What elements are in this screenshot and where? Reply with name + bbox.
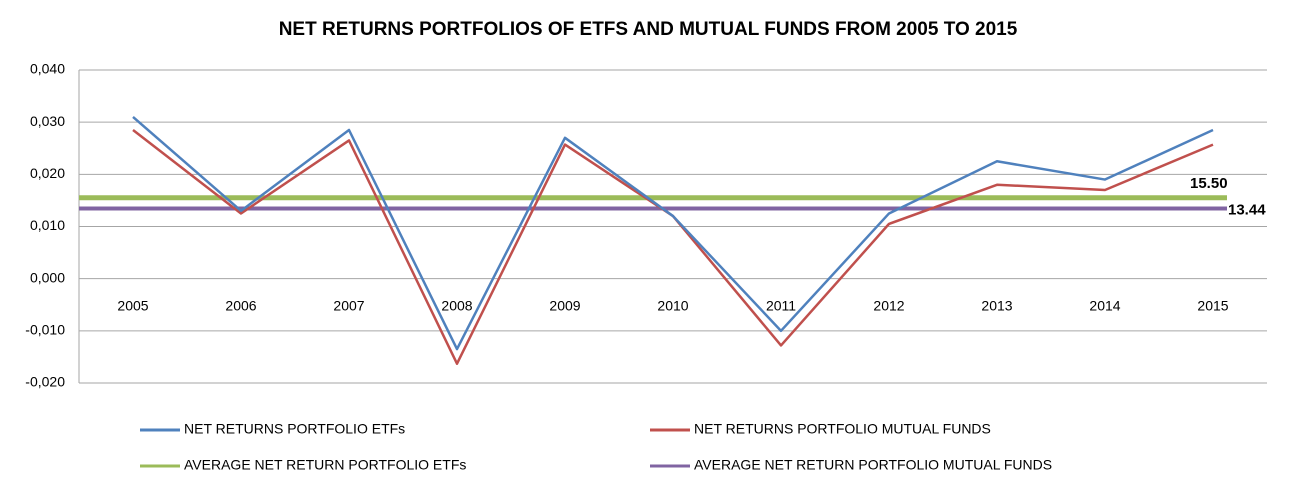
y-tick-label: 0,040: [30, 61, 65, 77]
y-tick-label: -0,010: [25, 322, 65, 338]
x-tick-label: 2008: [441, 297, 472, 313]
y-tick-label: 0,030: [30, 113, 65, 129]
value-label: 13.44: [1228, 202, 1266, 219]
y-tick-label: 0,000: [30, 269, 65, 285]
x-tick-label: 2006: [225, 297, 256, 313]
x-tick-label: 2010: [657, 297, 688, 313]
value-label: 15.50: [1190, 175, 1228, 192]
legend-label: NET RETURNS PORTFOLIO ETFs: [184, 421, 405, 437]
x-tick-label: 2014: [1089, 297, 1120, 313]
legend-label: NET RETURNS PORTFOLIO MUTUAL FUNDS: [694, 421, 991, 437]
y-tick-label: 0,020: [30, 165, 65, 181]
x-tick-label: 2011: [766, 297, 796, 313]
data-line: [132, 116, 1214, 351]
x-tick-label: 2013: [981, 297, 1012, 313]
x-tick-label: 2015: [1197, 297, 1228, 313]
y-tick-label: 0,010: [30, 217, 65, 233]
legend-label: AVERAGE NET RETURN PORTFOLIO ETFs: [184, 457, 466, 473]
chart-title: NET RETURNS PORTFOLIOS OF ETFS AND MUTUA…: [279, 19, 1018, 40]
y-tick-label: -0,020: [25, 374, 65, 390]
x-tick-label: 2007: [333, 297, 364, 313]
x-tick-label: 2012: [873, 297, 904, 313]
x-tick-label: 2009: [549, 297, 580, 313]
x-tick-label: 2005: [117, 297, 148, 313]
data-line: [132, 129, 1214, 365]
legend-label: AVERAGE NET RETURN PORTFOLIO MUTUAL FUND…: [694, 457, 1052, 473]
